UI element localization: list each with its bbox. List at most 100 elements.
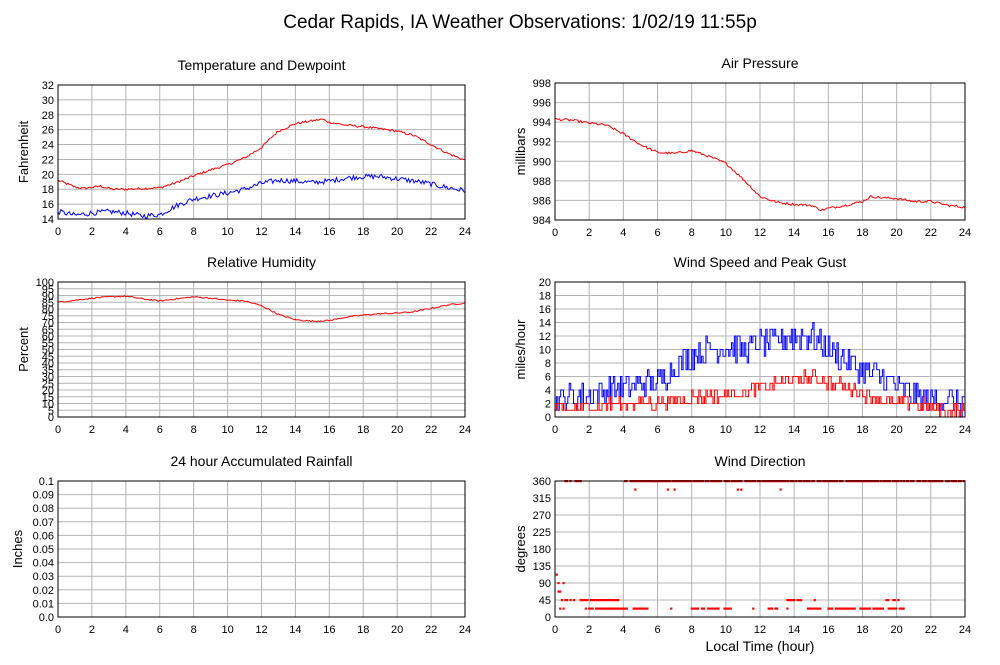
- x-tick-label: 24: [959, 624, 971, 636]
- wind-direction-point: [709, 607, 712, 610]
- wind-direction-point: [596, 607, 599, 610]
- wind-direction-point: [729, 607, 732, 610]
- x-tick-label: 2: [89, 624, 95, 636]
- wind-direction-point: [589, 607, 593, 610]
- wind-direction-point: [608, 599, 611, 602]
- wind-direction-point: [557, 590, 560, 593]
- wind-direction-point: [625, 607, 628, 610]
- wind-direction-point: [613, 607, 616, 610]
- wind-direction-point: [817, 607, 820, 610]
- wind-direction-point: [591, 607, 594, 610]
- wind-direction-point: [829, 607, 832, 610]
- wind-direction-point: [846, 607, 849, 610]
- wind-direction-point: [879, 607, 883, 610]
- wind-direction-point: [868, 607, 871, 610]
- wind-speed-frame: [554, 281, 966, 418]
- humidity-series-0: [58, 294, 466, 323]
- y-tick-label: 315: [533, 493, 551, 505]
- x-tick-label: 20: [391, 624, 403, 636]
- x-tick-label: 16: [822, 624, 834, 636]
- y-tick-label: 30: [42, 372, 54, 384]
- wind-direction-point: [615, 607, 618, 610]
- wind-direction-point: [831, 607, 834, 610]
- y-tick-label: 18: [539, 291, 551, 303]
- x-tick-label: 12: [255, 624, 267, 636]
- y-tick-label: 0.08: [33, 503, 54, 515]
- y-tick-label: 0.06: [33, 530, 54, 542]
- x-tick-label: 6: [157, 624, 163, 636]
- y-tick-label: 270: [533, 510, 551, 522]
- wind-direction-point: [813, 599, 816, 602]
- y-tick-label: 35: [42, 365, 54, 377]
- x-tick-label: 8: [191, 624, 197, 636]
- wind-direction-point: [562, 582, 565, 585]
- wind-direction-point: [642, 607, 646, 610]
- wind-direction-point: [863, 607, 866, 610]
- wind-direction-point: [600, 599, 603, 602]
- wind-speed-series-0: [555, 322, 966, 418]
- wind-direction-point: [595, 607, 598, 610]
- y-tick-label: 90: [42, 291, 54, 303]
- pressure-y-axis-label: millibars: [513, 127, 528, 175]
- wind-direction-point: [603, 599, 606, 602]
- x-tick-label: 4: [123, 226, 129, 238]
- x-tick-label: 18: [856, 227, 868, 239]
- wind-direction-point: [600, 607, 603, 610]
- wind-direction-point: [725, 607, 728, 610]
- y-tick-label: 60: [42, 331, 54, 343]
- wind-direction-point: [900, 607, 903, 610]
- wind-direction-point: [610, 599, 613, 602]
- wind-direction-title: Wind Direction: [714, 453, 805, 469]
- wind-direction-point: [644, 607, 647, 610]
- wind-direction-point: [891, 607, 894, 610]
- wind-direction-point: [769, 607, 772, 610]
- x-tick-label: 2: [586, 624, 592, 636]
- y-tick-label: 4: [545, 385, 551, 397]
- wind-speed-y-axis-label: miles/hour: [513, 319, 528, 380]
- x-tick-label: 0: [55, 424, 61, 436]
- wind-direction-point: [617, 607, 620, 610]
- temperature-y-axis-label: Fahrenheit: [16, 121, 31, 184]
- y-tick-label: 996: [533, 98, 551, 110]
- wind-direction-point: [897, 599, 900, 602]
- wind-direction-point: [588, 607, 591, 610]
- x-tick-label: 2: [89, 424, 95, 436]
- pressure-frame: [554, 82, 966, 221]
- x-tick-label: 22: [425, 424, 437, 436]
- y-tick-label: 90: [539, 578, 551, 590]
- y-tick-label: 45: [539, 595, 551, 607]
- wind-direction-point: [559, 607, 562, 610]
- wind-direction-point: [605, 607, 608, 610]
- x-tick-label: 8: [191, 424, 197, 436]
- x-tick-label: 22: [925, 624, 937, 636]
- wind-direction-point: [673, 488, 676, 491]
- y-tick-label: 8: [545, 358, 551, 370]
- x-tick-label: 4: [620, 424, 626, 436]
- x-tick-label: 14: [788, 624, 800, 636]
- wind-direction-point: [613, 599, 616, 602]
- wind-direction-point: [605, 599, 608, 602]
- x-tick-label: 12: [754, 624, 766, 636]
- wind-direction-point: [632, 607, 635, 610]
- y-tick-label: 0.09: [33, 490, 54, 502]
- y-tick-label: 0: [48, 412, 54, 424]
- x-tick-label: 24: [459, 424, 471, 436]
- humidity-frame: [57, 281, 466, 418]
- y-tick-label: 45: [42, 351, 54, 363]
- x-tick-label: 18: [357, 424, 369, 436]
- wind-direction-point: [776, 607, 779, 610]
- wind-direction-point: [615, 599, 618, 602]
- y-tick-label: 994: [533, 117, 551, 129]
- rainfall-y-axis-label: Inches: [10, 529, 25, 568]
- wind-direction-point: [800, 599, 803, 602]
- wind-direction-point: [608, 607, 611, 610]
- wind-direction-point: [617, 599, 620, 602]
- x-tick-label: 18: [856, 624, 868, 636]
- x-tick-label: 4: [620, 624, 626, 636]
- wind-direction-point: [639, 607, 642, 610]
- y-tick-label: 2: [545, 399, 551, 411]
- wind-direction-point: [893, 607, 896, 610]
- wind-direction-point: [861, 607, 864, 610]
